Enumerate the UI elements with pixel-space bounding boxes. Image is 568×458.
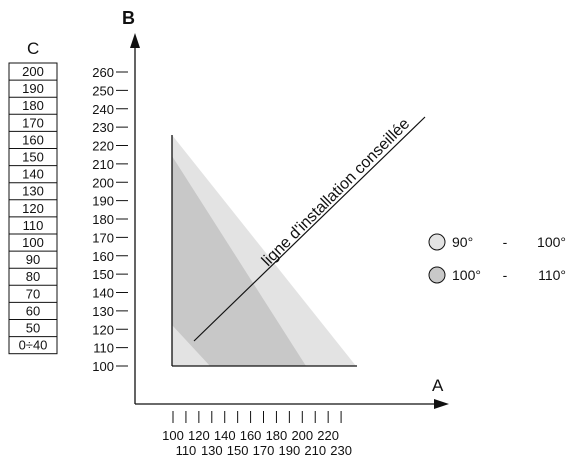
legend-dash: - xyxy=(503,234,508,250)
b-tick-label: 140 xyxy=(92,286,114,301)
b-axis-ticks: 260 250 240 230 220 210 200 190 180 170 160 150 140 1… xyxy=(92,65,128,374)
b-tick-label: 240 xyxy=(92,102,114,117)
a-tick-label: 200 xyxy=(291,428,313,443)
legend-to: 100° xyxy=(537,234,566,250)
a-tick-label: 210 xyxy=(304,443,326,458)
c-table-cell: 180 xyxy=(22,98,44,113)
a-tick-label: 230 xyxy=(330,443,352,458)
zone-100-110 xyxy=(172,156,306,366)
a-tick-label: 180 xyxy=(266,428,288,443)
c-table-cell: 170 xyxy=(22,115,44,130)
c-table-cell: 130 xyxy=(22,184,44,199)
c-value-table: 200 190 180 170 160 150 140 130 120 110 100 90 80 70 6… xyxy=(8,62,58,355)
a-axis-ticks: 100 120 140 160 180 200 220 110 130 150 170 190 210 2… xyxy=(162,411,352,458)
c-table-cell: 90 xyxy=(26,252,40,267)
b-tick-label: 210 xyxy=(92,157,114,172)
b-tick-label: 100 xyxy=(92,359,114,374)
b-axis-label: B xyxy=(122,8,135,28)
c-table-border xyxy=(8,62,58,355)
b-tick-label: 110 xyxy=(93,341,114,356)
c-table-cell: 80 xyxy=(26,269,40,284)
a-tick-label: 130 xyxy=(201,443,223,458)
legend-from: 90° xyxy=(452,234,473,250)
b-tick-label: 150 xyxy=(92,267,114,282)
c-table-cell: 50 xyxy=(26,321,40,336)
c-table-cell: 100 xyxy=(22,235,44,250)
a-tick-label: 160 xyxy=(240,428,262,443)
b-tick-label: 230 xyxy=(92,120,114,135)
c-table-cell: 60 xyxy=(26,303,40,318)
legend-swatch xyxy=(428,233,446,251)
b-tick-label: 170 xyxy=(92,230,114,245)
a-tick-label: 150 xyxy=(227,443,249,458)
a-tick-label: 100 xyxy=(162,428,184,443)
c-table-cell: 150 xyxy=(22,150,44,165)
a-axis-arrow-icon xyxy=(434,399,449,409)
installation-line-label: ligne d'installation conseillée xyxy=(259,115,414,270)
b-tick-label: 220 xyxy=(92,139,114,154)
b-tick-label: 250 xyxy=(92,83,114,98)
c-table-cell: 110 xyxy=(23,218,44,233)
legend-dash: - xyxy=(503,267,508,283)
a-tick-label: 110 xyxy=(176,443,197,458)
a-axis-label: A xyxy=(432,376,444,395)
c-table-cell: 200 xyxy=(22,64,44,79)
b-tick-label: 200 xyxy=(92,175,114,190)
c-table-cell: 190 xyxy=(22,81,44,96)
legend-to: 110° xyxy=(538,267,566,283)
a-tick-label: 190 xyxy=(279,443,301,458)
b-tick-label: 130 xyxy=(92,304,114,319)
c-table-cell: 140 xyxy=(22,167,44,182)
b-tick-label: 160 xyxy=(92,249,114,264)
a-tick-label: 140 xyxy=(214,428,236,443)
b-tick-label: 190 xyxy=(92,194,114,209)
legend-from: 100° xyxy=(452,267,481,283)
c-table-cell: 0÷40 xyxy=(19,338,48,353)
b-tick-label: 120 xyxy=(92,322,114,337)
b-tick-label: 180 xyxy=(92,212,114,227)
legend: 90° - 100° 100° - 110° xyxy=(428,233,566,284)
c-table-cell: 120 xyxy=(22,201,44,216)
a-tick-label: 220 xyxy=(317,428,339,443)
a-tick-label: 120 xyxy=(188,428,210,443)
a-tick-label: 170 xyxy=(253,443,275,458)
c-table-cell: 160 xyxy=(22,132,44,147)
legend-swatch xyxy=(428,266,446,284)
c-table-cell: 70 xyxy=(26,286,40,301)
b-tick-label: 260 xyxy=(92,65,114,80)
b-axis-arrow-icon xyxy=(130,33,140,48)
c-column-label: C xyxy=(27,39,39,58)
installation-line xyxy=(193,116,426,342)
